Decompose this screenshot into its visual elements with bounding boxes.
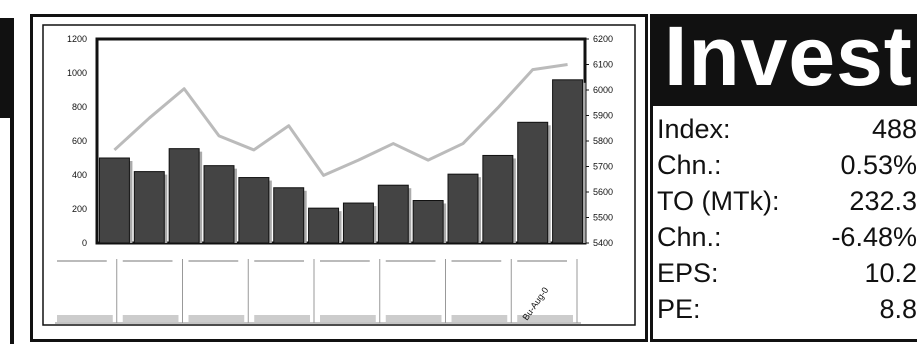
invest-title: Invest bbox=[664, 14, 913, 103]
bar bbox=[98, 157, 130, 244]
left-axis-tick-label: 800 bbox=[72, 102, 87, 112]
bar bbox=[482, 154, 514, 244]
stat-row-turnover: TO (MTk): 232.3 bbox=[657, 186, 917, 216]
stat-label: PE: bbox=[657, 294, 701, 324]
left-axis-tick-label: 400 bbox=[72, 170, 87, 180]
bar bbox=[168, 148, 200, 244]
right-axis-tick-label: 5800 bbox=[593, 136, 613, 146]
right-axis-tick-label: 6000 bbox=[593, 85, 613, 95]
mini-chart-volume bbox=[385, 315, 442, 322]
left-axis-tick-label: 1200 bbox=[67, 34, 87, 44]
stat-row-index-change: Chn.: 0.53% bbox=[657, 150, 917, 180]
stat-row-turnover-change: Chn.: -6.48% bbox=[657, 222, 917, 252]
right-axis-tick-label: 5500 bbox=[593, 213, 613, 223]
stat-value: 0.53% bbox=[840, 150, 917, 180]
stats-table: Index: 488 Chn.: 0.53% TO (MTk): 232.3 C… bbox=[650, 106, 917, 342]
mini-chart-volume bbox=[57, 315, 113, 322]
bar bbox=[203, 165, 235, 244]
bar bbox=[552, 79, 584, 244]
left-axis-tick-label: 200 bbox=[72, 204, 87, 214]
stat-value: 488 bbox=[871, 114, 917, 144]
bar bbox=[377, 184, 409, 244]
left-axis-tick-label: 600 bbox=[72, 136, 87, 146]
mini-chart-volume bbox=[320, 315, 376, 322]
right-axis-tick-label: 6200 bbox=[593, 34, 613, 44]
chart-panel: 1200 1000 800 600 400 200 0 6200 6100 6000 5900 580… bbox=[30, 14, 648, 342]
stat-label: TO (MTk): bbox=[657, 186, 780, 216]
right-axis-tick-label: 5600 bbox=[593, 187, 613, 197]
left-panel-border bbox=[10, 118, 14, 344]
stat-value: -6.48% bbox=[831, 222, 917, 252]
mini-chart-volume bbox=[254, 315, 310, 322]
stat-label: Chn.: bbox=[657, 150, 722, 180]
mini-chart-volume bbox=[517, 315, 573, 322]
bar bbox=[517, 121, 549, 244]
stat-row-pe: PE: 8.8 bbox=[657, 294, 917, 324]
left-axis-tick-label: 1000 bbox=[67, 68, 87, 78]
left-panel-edge bbox=[0, 0, 16, 354]
stat-value: 10.2 bbox=[864, 258, 917, 288]
combo-chart: 1200 1000 800 600 400 200 0 6200 6100 6000 5900 580… bbox=[42, 24, 636, 326]
stat-label: EPS: bbox=[657, 258, 719, 288]
bar bbox=[342, 202, 374, 244]
bar bbox=[447, 173, 479, 244]
chart-inner-frame bbox=[42, 24, 636, 326]
mini-chart-volume bbox=[451, 315, 508, 322]
stat-row-index: Index: 488 bbox=[657, 114, 917, 144]
left-title-bar bbox=[0, 18, 14, 118]
mini-chart-volume bbox=[188, 315, 245, 322]
bar bbox=[133, 171, 165, 244]
bar bbox=[412, 200, 444, 244]
right-axis-tick-label: 6100 bbox=[593, 60, 613, 70]
right-axis-tick-label: 5900 bbox=[593, 111, 613, 121]
bar bbox=[273, 187, 305, 244]
invest-title-bar: Invest bbox=[650, 14, 917, 106]
stat-label: Index: bbox=[657, 114, 731, 144]
left-axis-tick-label: 0 bbox=[82, 238, 87, 248]
stat-value: 8.8 bbox=[879, 294, 917, 324]
bar bbox=[308, 207, 340, 244]
stat-label: Chn.: bbox=[657, 222, 722, 252]
mini-chart-volume bbox=[122, 315, 179, 322]
right-axis-tick-label: 5700 bbox=[593, 162, 613, 172]
invest-panel: Invest Index: 488 Chn.: 0.53% TO (MTk): … bbox=[650, 14, 917, 342]
right-axis-tick-label: 5400 bbox=[593, 238, 613, 248]
stat-row-eps: EPS: 10.2 bbox=[657, 258, 917, 288]
stat-value: 232.3 bbox=[849, 186, 917, 216]
bar bbox=[238, 177, 270, 244]
index-line bbox=[113, 63, 568, 177]
